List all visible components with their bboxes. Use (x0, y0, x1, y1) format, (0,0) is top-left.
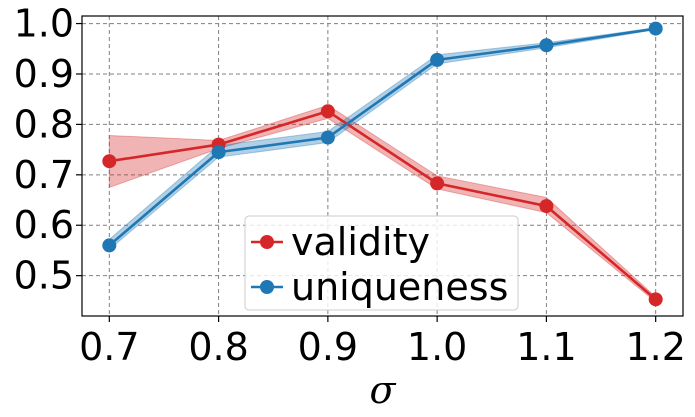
validity-point (430, 176, 445, 191)
legend-label: validity (291, 220, 430, 264)
y-tick-label: 0.6 (14, 203, 74, 247)
x-tick-label: 1.0 (407, 325, 467, 369)
legend-label: uniqueness (291, 265, 508, 309)
validity-point (320, 104, 335, 119)
uniqueness-point (102, 238, 117, 253)
y-axis: 0.5 0.6 0.7 0.8 0.9 1.0 (14, 2, 82, 298)
uniqueness-point (430, 52, 445, 67)
uniqueness-point (539, 38, 554, 53)
y-tick-label: 1.0 (14, 2, 74, 46)
legend-swatch-marker (260, 280, 274, 294)
uniqueness-point (320, 130, 335, 145)
series-points (102, 21, 663, 307)
y-tick-label: 0.9 (14, 52, 74, 96)
x-tick-label: 0.9 (298, 325, 358, 369)
validity-point (539, 199, 554, 214)
uniqueness-line (108, 27, 656, 247)
legend-box (244, 215, 519, 311)
validity-point (102, 154, 117, 169)
x-tick-label: 1.1 (516, 325, 576, 369)
validity-point (648, 292, 663, 307)
series-lines (108, 27, 657, 301)
y-tick-label: 0.8 (14, 102, 74, 146)
legend-swatch-marker (260, 235, 274, 249)
x-axis: 0.7 0.8 0.9 1.0 1.1 1.2 (79, 316, 686, 369)
x-tick-label: 1.2 (625, 325, 685, 369)
uniqueness-point (648, 21, 663, 36)
validity-line (109, 109, 657, 301)
y-tick-label: 0.7 (14, 153, 74, 197)
x-tick-label: 0.7 (79, 325, 139, 369)
x-tick-label: 0.8 (188, 325, 248, 369)
uniqueness-point (211, 145, 226, 160)
x-axis-label: σ (370, 368, 397, 412)
y-tick-label: 0.5 (14, 254, 74, 298)
plot-frame (81, 15, 684, 317)
